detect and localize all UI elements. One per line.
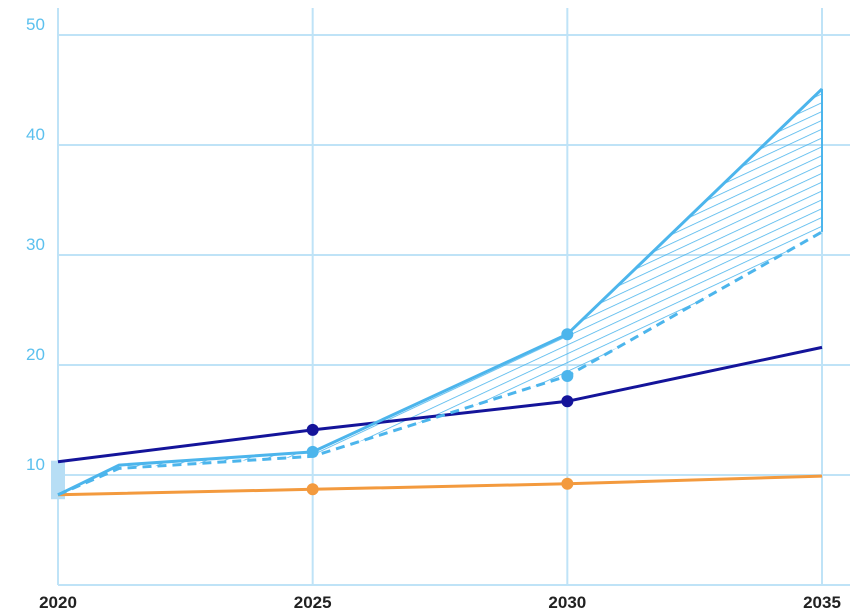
y-tick-label: 10 (26, 455, 45, 474)
data-point-marker (561, 370, 574, 382)
y-tick-label: 20 (26, 345, 45, 364)
x-tick-label: 2025 (294, 593, 332, 612)
hatched-band (51, 88, 823, 500)
y-tick-label: 50 (26, 15, 45, 34)
x-tick-label: 2030 (548, 593, 586, 612)
x-tick-label: 2035 (803, 593, 841, 612)
series-markers (306, 328, 574, 496)
hatched-area (58, 88, 822, 495)
data-point-marker (306, 483, 319, 496)
grid (57, 8, 850, 586)
data-point-marker (561, 328, 574, 341)
x-tick-label: 2020 (39, 593, 77, 612)
data-point-marker (306, 423, 319, 436)
y-tick-label: 40 (26, 125, 45, 144)
data-point-marker (306, 445, 319, 458)
data-point-marker (561, 477, 574, 490)
start-range-box (51, 460, 65, 500)
series-line-1 (57, 474, 823, 497)
data-point-marker (561, 395, 574, 408)
y-tick-label: 30 (26, 235, 45, 254)
